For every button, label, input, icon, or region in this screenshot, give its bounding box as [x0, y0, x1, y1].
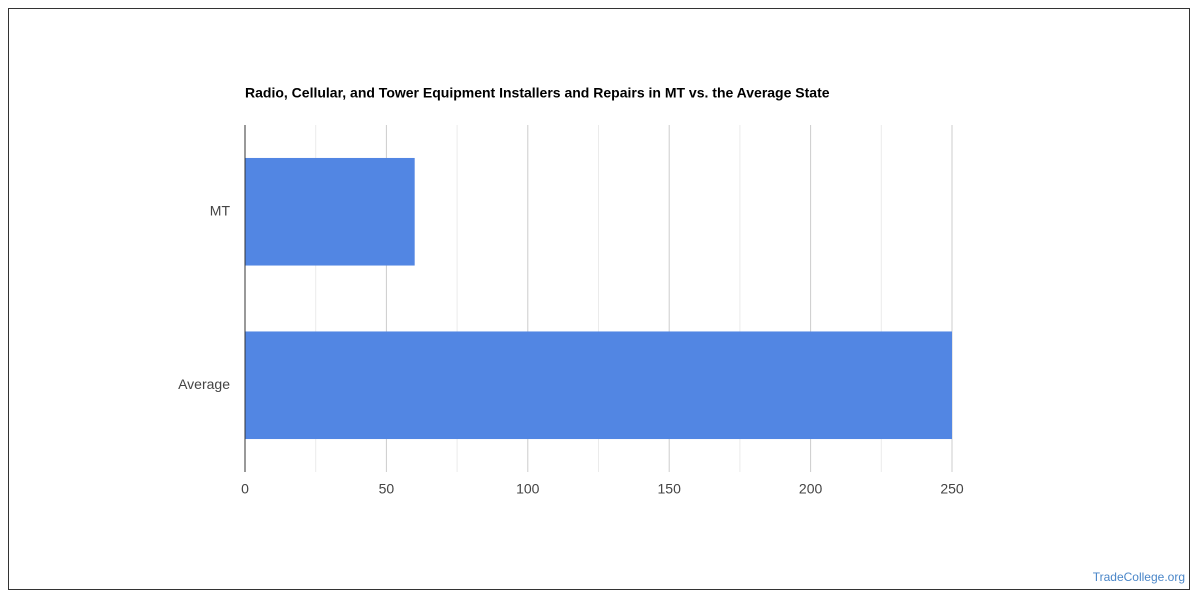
- y-tick-label: Average: [178, 376, 230, 392]
- watermark: TradeCollege.org: [1093, 570, 1185, 584]
- x-tick-label: 200: [799, 481, 823, 497]
- bar: [245, 157, 415, 266]
- bar: [245, 331, 952, 440]
- x-tick-label: 0: [241, 481, 249, 497]
- y-tick-label: MT: [210, 202, 231, 218]
- chart-title: Radio, Cellular, and Tower Equipment Ins…: [245, 85, 830, 101]
- x-tick-label: 250: [940, 481, 964, 497]
- x-tick-label: 50: [379, 481, 395, 497]
- x-tick-label: 100: [516, 481, 540, 497]
- x-tick-label: 150: [658, 481, 682, 497]
